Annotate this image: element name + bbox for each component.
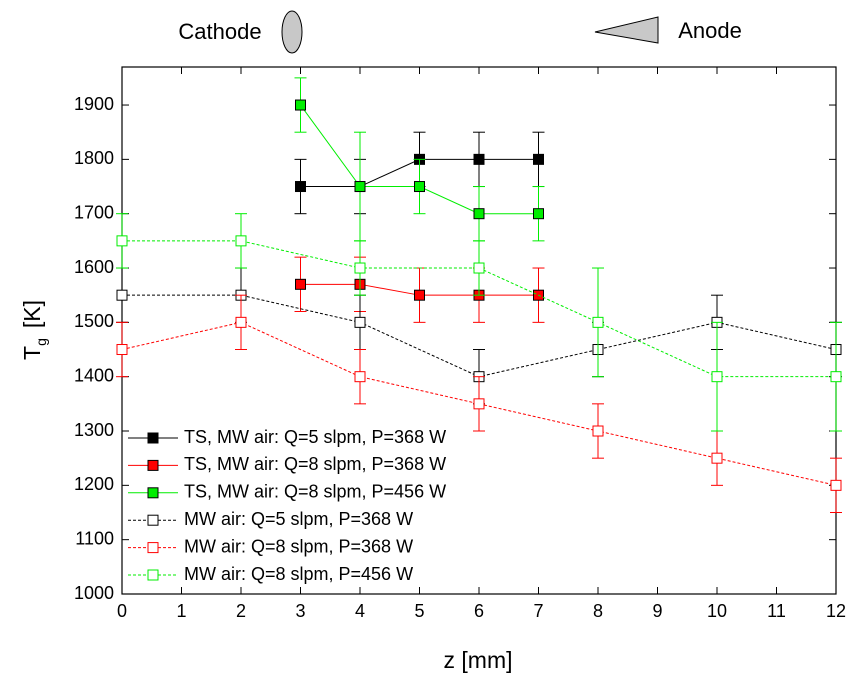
- point: [295, 99, 306, 111]
- x-tick-label: 12: [826, 601, 846, 621]
- point: [711, 371, 723, 383]
- point: [116, 344, 128, 356]
- point: [235, 316, 247, 328]
- point: [473, 153, 485, 165]
- x-tick-label: 11: [767, 601, 786, 621]
- point: [414, 289, 425, 301]
- point: [116, 289, 128, 301]
- x-tick-label: 5: [414, 601, 424, 621]
- x-tick-label: 10: [707, 601, 727, 621]
- point: [711, 452, 723, 464]
- y-tick-label: 1600: [74, 257, 114, 277]
- legend-marker: [147, 569, 159, 581]
- y-axis-label: Tg [K]: [19, 300, 49, 360]
- x-tick-label: 1: [176, 601, 186, 621]
- x-tick-label: 9: [652, 601, 662, 621]
- x-tick-label: 6: [474, 601, 484, 621]
- legend-marker: [147, 514, 159, 526]
- annotation: Anode: [678, 18, 742, 43]
- point: [533, 153, 544, 165]
- point: [830, 479, 842, 491]
- x-tick-label: 2: [236, 601, 246, 621]
- y-tick-label: 1800: [74, 148, 114, 168]
- point: [354, 316, 366, 328]
- y-tick-label: 1700: [74, 202, 114, 222]
- legend-label: TS, MW air: Q=5 slpm, P=368 W: [184, 427, 446, 447]
- legend-marker: [147, 542, 159, 554]
- point: [295, 278, 306, 290]
- annotation: Cathode: [178, 19, 261, 44]
- point: [533, 208, 544, 220]
- y-tick-label: 1100: [75, 528, 114, 548]
- y-tick-label: 1200: [74, 474, 114, 494]
- legend-marker: [147, 432, 159, 444]
- x-tick-label: 4: [355, 601, 365, 621]
- x-axis-label: z [mm]: [444, 647, 513, 673]
- point: [473, 262, 485, 274]
- x-tick-label: 3: [295, 601, 305, 621]
- y-label-main: T: [19, 346, 45, 360]
- point: [414, 181, 425, 193]
- y-tick-label: 1000: [74, 583, 114, 603]
- y-tick-label: 1300: [74, 420, 114, 440]
- point: [354, 262, 366, 274]
- point: [354, 181, 366, 193]
- point: [235, 235, 247, 247]
- x-tick-label: 7: [533, 601, 543, 621]
- legend-label: TS, MW air: Q=8 slpm, P=368 W: [184, 454, 446, 474]
- point: [473, 208, 485, 220]
- x-tick-label: 8: [593, 601, 603, 621]
- point: [473, 398, 485, 410]
- x-tick-label: 0: [117, 601, 127, 621]
- legend-label: MW air: Q=8 slpm, P=456 W: [184, 564, 413, 584]
- y-label-sub: g: [33, 338, 49, 346]
- y-tick-label: 1500: [74, 311, 114, 331]
- point: [592, 425, 604, 437]
- y-tick-label: 1900: [74, 94, 114, 114]
- legend-marker: [147, 459, 159, 471]
- anode-icon: [594, 16, 659, 44]
- point: [830, 371, 842, 383]
- y-label-unit: [K]: [19, 300, 45, 328]
- legend-label: MW air: Q=5 slpm, P=368 W: [184, 509, 413, 529]
- point: [116, 235, 128, 247]
- y-tick-label: 1400: [74, 365, 114, 385]
- legend-label: TS, MW air: Q=8 slpm, P=456 W: [184, 482, 446, 502]
- point: [592, 316, 604, 328]
- legend-label: MW air: Q=8 slpm, P=368 W: [184, 536, 413, 556]
- point: [354, 371, 366, 383]
- point: [295, 181, 306, 193]
- cathode-icon: [281, 10, 303, 54]
- legend-marker: [147, 487, 159, 499]
